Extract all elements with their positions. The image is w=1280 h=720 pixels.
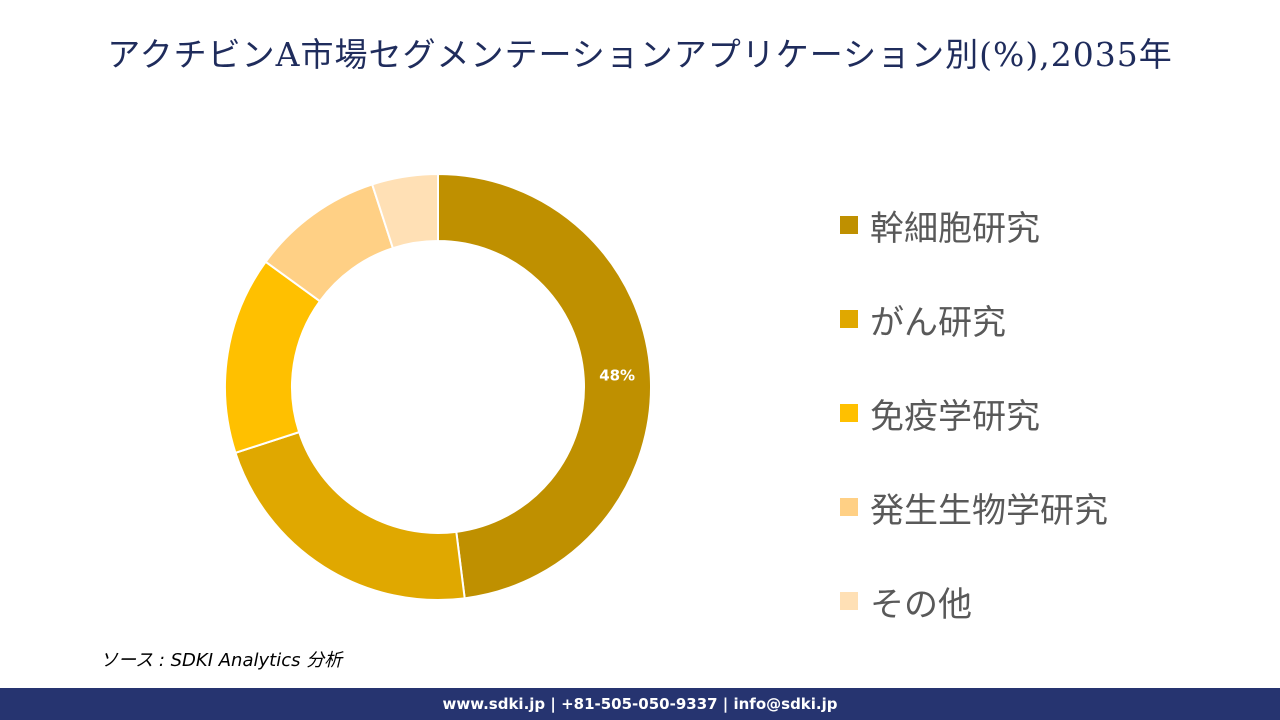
- legend-swatch: [840, 592, 858, 610]
- chart-title: アクチビンA市場セグメンテーションアプリケーション別(%),2035年: [107, 35, 1173, 74]
- donut-slice-1: [234, 430, 466, 601]
- source-note: ソース : SDKI Analytics 分析: [100, 650, 343, 671]
- legend-swatch: [840, 498, 858, 516]
- legend-item: 発生生物学研究: [840, 460, 1108, 554]
- legend-label: がん研究: [870, 302, 1006, 343]
- legend-item: がん研究: [840, 272, 1108, 366]
- legend: 幹細胞研究 がん研究 免疫学研究 発生生物学研究 その他: [840, 178, 1108, 648]
- donut-slice-0: [437, 172, 652, 600]
- legend-swatch: [840, 216, 858, 234]
- legend-item: その他: [840, 554, 1108, 648]
- legend-item: 幹細胞研究: [840, 178, 1108, 272]
- data-label: 48%: [599, 367, 635, 385]
- legend-item: 免疫学研究: [840, 366, 1108, 460]
- footer-contact: www.sdki.jp | +81-505-050-9337 | info@sd…: [0, 688, 1280, 720]
- legend-label: 発生生物学研究: [870, 490, 1108, 531]
- legend-swatch: [840, 310, 858, 328]
- legend-label: 幹細胞研究: [870, 208, 1040, 249]
- legend-label: その他: [870, 584, 972, 625]
- donut-slice-4: [370, 172, 439, 250]
- legend-label: 免疫学研究: [870, 396, 1040, 437]
- legend-swatch: [840, 404, 858, 422]
